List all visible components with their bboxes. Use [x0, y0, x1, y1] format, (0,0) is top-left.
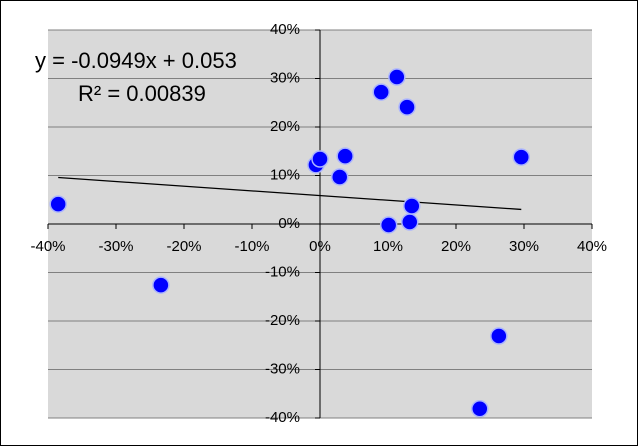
x-tick-label: 0%: [309, 238, 331, 255]
trendline-r-squared: R² = 0.00839: [78, 81, 206, 106]
point: [372, 83, 390, 101]
point: [49, 195, 67, 213]
trendline-equation: y = -0.0949x + 0.053: [35, 48, 237, 73]
point: [490, 327, 508, 345]
point: [388, 68, 406, 86]
point: [512, 148, 531, 166]
y-tick-label: -20%: [265, 312, 300, 329]
y-tick-label: 0%: [278, 215, 300, 232]
x-tick-label: 40%: [577, 238, 607, 255]
point: [401, 213, 419, 231]
point: [336, 147, 354, 165]
point: [311, 150, 329, 168]
y-tick-label: -30%: [265, 360, 300, 377]
point: [330, 168, 349, 186]
x-tick-label: 10%: [373, 238, 403, 255]
y-tick-label: -10%: [265, 263, 300, 280]
x-tick-label: -10%: [234, 238, 269, 255]
point: [379, 216, 398, 234]
point: [152, 276, 170, 294]
point: [398, 98, 416, 116]
y-tick-label: 20%: [270, 118, 300, 135]
x-tick-label: 20%: [441, 238, 471, 255]
y-tick-label: -40%: [265, 409, 300, 426]
y-tick-label: 30%: [270, 69, 300, 86]
point: [471, 400, 489, 418]
x-tick-label: -30%: [98, 238, 133, 255]
y-tick-label: 40%: [270, 21, 300, 38]
x-tick-label: -40%: [30, 238, 65, 255]
point: [403, 197, 421, 215]
y-tick-label: 10%: [270, 166, 300, 183]
x-tick-label: 30%: [509, 238, 539, 255]
x-tick-label: -20%: [166, 238, 201, 255]
trendline: [58, 176, 522, 211]
